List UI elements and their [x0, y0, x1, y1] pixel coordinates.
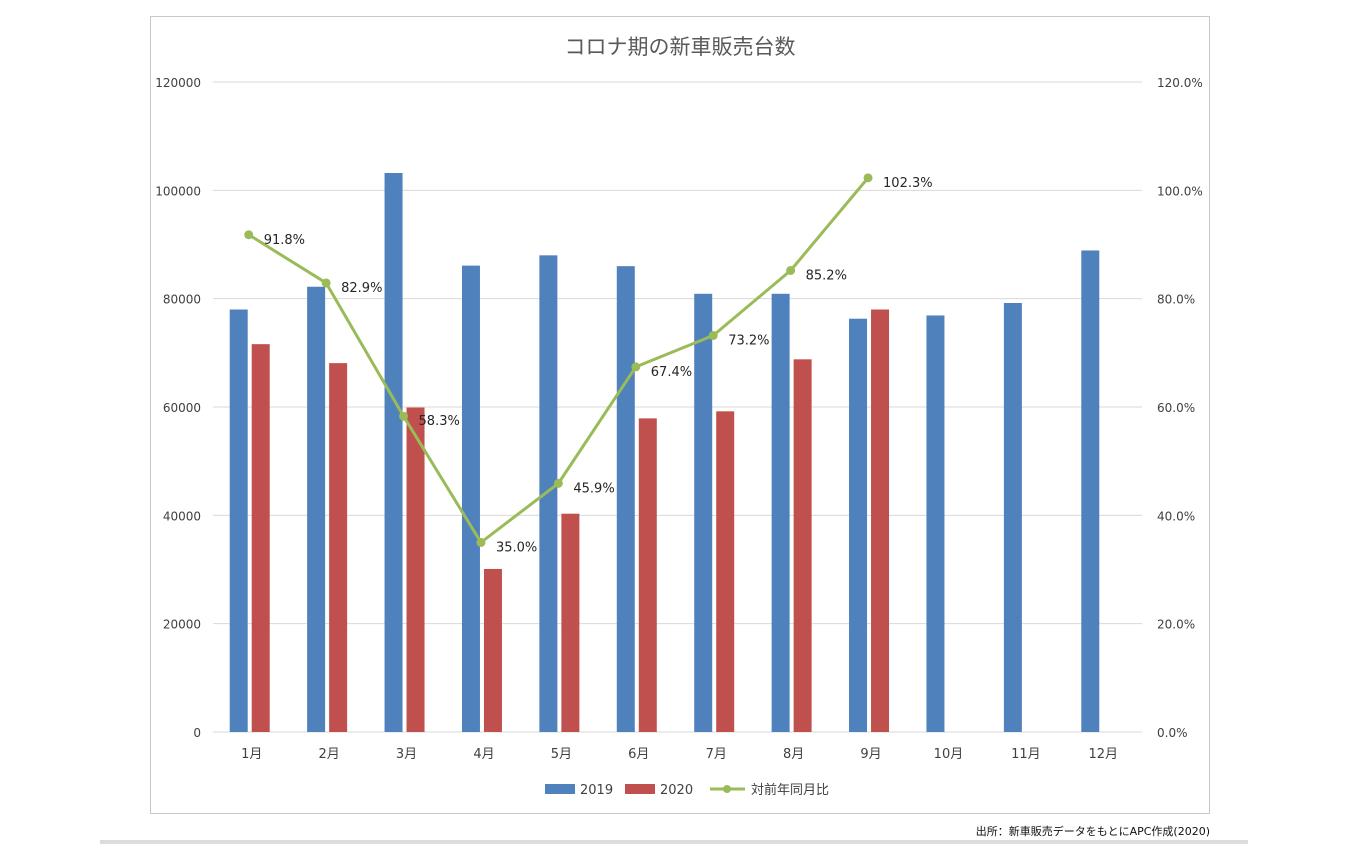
y-right-tick-label: 120.0%	[1157, 76, 1203, 90]
x-tick-label: 1月	[241, 747, 262, 762]
x-tick-label: 2月	[318, 747, 339, 762]
bar-2020-6	[638, 418, 657, 732]
x-tick-label: 12月	[1089, 747, 1119, 762]
y-left-tick-label: 80000	[163, 293, 201, 307]
bar-2020-1	[251, 344, 270, 732]
bar-2019-3	[384, 173, 403, 732]
chart-title: コロナ期の新車販売台数	[565, 35, 796, 59]
line-data-label: 45.9%	[573, 481, 614, 496]
legend-swatch-2020	[625, 784, 655, 794]
source-note: 出所：新車販売データをもとにAPC作成(2020)	[975, 825, 1210, 838]
y-left-tick-label: 60000	[163, 401, 201, 415]
y-left-tick-label: 0	[193, 726, 201, 740]
y-right-tick-label: 40.0%	[1157, 509, 1195, 523]
y-right-tick-label: 80.0%	[1157, 293, 1195, 307]
y-left-tick-label: 20000	[163, 618, 201, 632]
line-point	[786, 266, 796, 275]
bar-2020-5	[561, 513, 580, 732]
y-left-tick-label: 100000	[155, 184, 201, 198]
bar-2019-2	[307, 286, 326, 732]
y-right-tick-label: 0.0%	[1157, 726, 1188, 740]
bar-2020-3	[406, 407, 425, 732]
line-data-label: 85.2%	[806, 269, 847, 284]
x-tick-label: 11月	[1011, 747, 1041, 762]
y-left-tick-label: 120000	[155, 76, 201, 90]
x-tick-label: 9月	[860, 747, 881, 762]
y-right-tick-label: 20.0%	[1157, 618, 1195, 632]
bar-2020-9	[871, 309, 890, 732]
bar-2019-9	[849, 318, 868, 732]
bar-2019-11	[1003, 303, 1022, 732]
x-tick-label: 7月	[706, 747, 727, 762]
bar-2019-10	[926, 315, 945, 732]
line-data-label: 102.3%	[883, 176, 933, 191]
bottom-divider	[100, 840, 1248, 844]
bar-2019-4	[461, 265, 480, 732]
line-data-label: 67.4%	[651, 365, 692, 380]
x-tick-label: 5月	[551, 747, 572, 762]
bar-2019-12	[1081, 250, 1100, 733]
y-right-tick-label: 60.0%	[1157, 401, 1195, 415]
bar-2020-8	[793, 359, 812, 732]
line-point	[399, 411, 409, 421]
x-tick-label: 8月	[783, 747, 804, 762]
bar-2020-4	[483, 568, 502, 732]
legend-swatch-marker	[723, 785, 731, 793]
line-data-label: 82.9%	[341, 281, 382, 296]
line-point	[476, 537, 486, 547]
line-point	[708, 331, 718, 340]
line-point	[631, 362, 641, 372]
legend-label: 2020	[660, 783, 693, 798]
x-tick-label: 3月	[396, 747, 417, 762]
x-tick-label: 10月	[934, 747, 964, 762]
bar-2019-5	[539, 255, 558, 733]
bar-2020-7	[716, 411, 735, 732]
line-data-label: 58.3%	[419, 414, 460, 429]
bar-2019-1	[229, 309, 248, 732]
legend-swatch-2019	[545, 784, 575, 794]
line-data-label: 35.0%	[496, 540, 537, 555]
bar-2019-7	[694, 293, 713, 732]
x-tick-label: 6月	[628, 747, 649, 762]
line-data-label: 91.8%	[264, 233, 305, 248]
line-point	[863, 173, 873, 183]
x-tick-label: 4月	[473, 747, 494, 762]
legend-label: 2019	[580, 783, 613, 798]
chart-frame	[150, 16, 1210, 814]
bar-2020-2	[329, 363, 348, 732]
line-point	[553, 478, 563, 488]
line-data-label: 73.2%	[728, 334, 769, 349]
y-left-tick-label: 40000	[163, 509, 201, 523]
legend-label: 対前年同月比	[751, 782, 829, 798]
bar-2019-8	[771, 293, 790, 732]
y-right-tick-label: 100.0%	[1157, 184, 1203, 198]
line-point	[321, 278, 331, 288]
bar-2019-6	[616, 266, 635, 732]
line-point	[244, 230, 254, 240]
